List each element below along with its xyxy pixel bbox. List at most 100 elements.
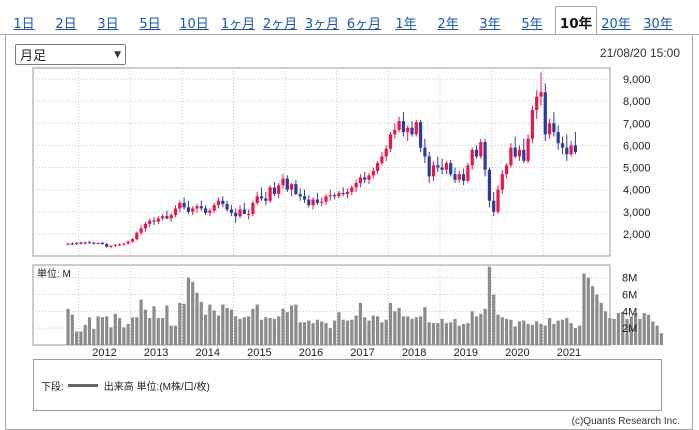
volume-bar (535, 321, 539, 345)
price-tick-label: 4,000 (623, 185, 651, 197)
candle-body (281, 178, 285, 186)
candle (483, 138, 487, 177)
candle (298, 188, 302, 201)
candle-body (294, 184, 298, 195)
candle-body (328, 195, 332, 197)
candle-body (522, 149, 526, 161)
volume-bar (612, 318, 616, 345)
candle-body (216, 200, 221, 206)
candle (436, 156, 440, 172)
candle (423, 138, 427, 164)
tab-11[interactable]: 2年 (437, 17, 459, 32)
candle-body (268, 187, 272, 201)
tab-10[interactable]: 1年 (395, 17, 417, 32)
volume-bar (556, 320, 560, 345)
candle (492, 191, 496, 217)
candle-body (259, 196, 264, 199)
candle-body (414, 122, 418, 135)
candle-body (539, 92, 543, 97)
candle (470, 147, 474, 170)
candle-body (333, 195, 337, 197)
tab-16[interactable]: 30年 (643, 17, 673, 32)
candle-body (496, 189, 500, 212)
volume-bar (354, 315, 358, 345)
volume-bar (629, 316, 633, 345)
candle (109, 244, 113, 249)
candle-body (186, 207, 190, 212)
volume-bar (328, 328, 332, 345)
tab-7[interactable]: 2ヶ月 (262, 17, 298, 32)
volume-bar (479, 313, 483, 345)
candle-body (298, 194, 302, 197)
tab-13[interactable]: 5年 (521, 17, 543, 32)
volume-bar (634, 313, 638, 345)
tab-4[interactable]: 5日 (139, 17, 161, 32)
candle (315, 192, 319, 206)
candle-body (341, 192, 345, 195)
tab-14[interactable]: 10年 (555, 6, 597, 36)
candle (401, 112, 405, 137)
tab-2[interactable]: 2日 (55, 17, 77, 32)
tab-15[interactable]: 20年 (601, 17, 631, 32)
candle (161, 213, 165, 221)
year-tick-label: 2013 (144, 347, 168, 359)
candle-body (423, 147, 427, 157)
candle-body (363, 177, 367, 180)
legend-row: 下段: 出来高 単位:(M株/口/枚) (41, 378, 210, 393)
candle (535, 90, 539, 119)
candle (556, 125, 560, 150)
candle (152, 217, 156, 226)
volume-bar (470, 311, 474, 345)
volume-axis: 2M 4M 6M 8M (622, 273, 637, 336)
volume-bar (122, 327, 126, 345)
volume-bar (505, 318, 509, 345)
candle-body (315, 199, 319, 203)
candle (569, 140, 573, 157)
candle-body (376, 163, 380, 171)
volume-bar (453, 318, 457, 345)
candle-body (182, 202, 186, 208)
candle (255, 191, 259, 206)
volume-bar (234, 316, 238, 345)
candle-body (165, 216, 169, 219)
candle-body (234, 212, 238, 217)
candle (573, 132, 577, 155)
candle-body (195, 206, 199, 209)
volume-bar (599, 302, 603, 345)
candle-body (388, 134, 393, 149)
volume-bar (603, 311, 608, 345)
candle-body (70, 243, 74, 245)
volume-bar (105, 316, 109, 345)
candle (530, 105, 534, 144)
candle (75, 242, 79, 245)
candle-interval-select[interactable]: 月足 ▼ (15, 44, 126, 65)
tab-3[interactable]: 3日 (97, 17, 119, 32)
year-tick-label: 2021 (557, 347, 581, 359)
price-tick-label: 6,000 (623, 140, 651, 152)
candle (122, 242, 126, 246)
candle-body (393, 129, 397, 135)
candle-body (401, 121, 405, 133)
candle (139, 225, 143, 235)
candle-body (208, 210, 212, 213)
volume-bar (251, 308, 255, 345)
candle (384, 145, 388, 161)
candle-body (367, 175, 371, 180)
volume-bar (560, 319, 565, 345)
candle-body (229, 209, 233, 213)
candle (259, 187, 264, 201)
candle (333, 192, 337, 200)
tab-6[interactable]: 1ヶ月 (220, 17, 256, 32)
volume-bar (130, 317, 135, 345)
volume-bar (229, 309, 233, 345)
tab-8[interactable]: 3ヶ月 (304, 17, 340, 32)
year-tick-label: 2017 (350, 347, 374, 359)
tab-9[interactable]: 6ヶ月 (346, 17, 382, 32)
volume-bar (444, 323, 448, 345)
tab-5[interactable]: 10日 (179, 17, 209, 32)
candle-body (96, 242, 100, 244)
tab-1[interactable]: 1日 (13, 17, 35, 32)
tab-12[interactable]: 3年 (479, 17, 501, 32)
volume-bar (595, 294, 599, 345)
